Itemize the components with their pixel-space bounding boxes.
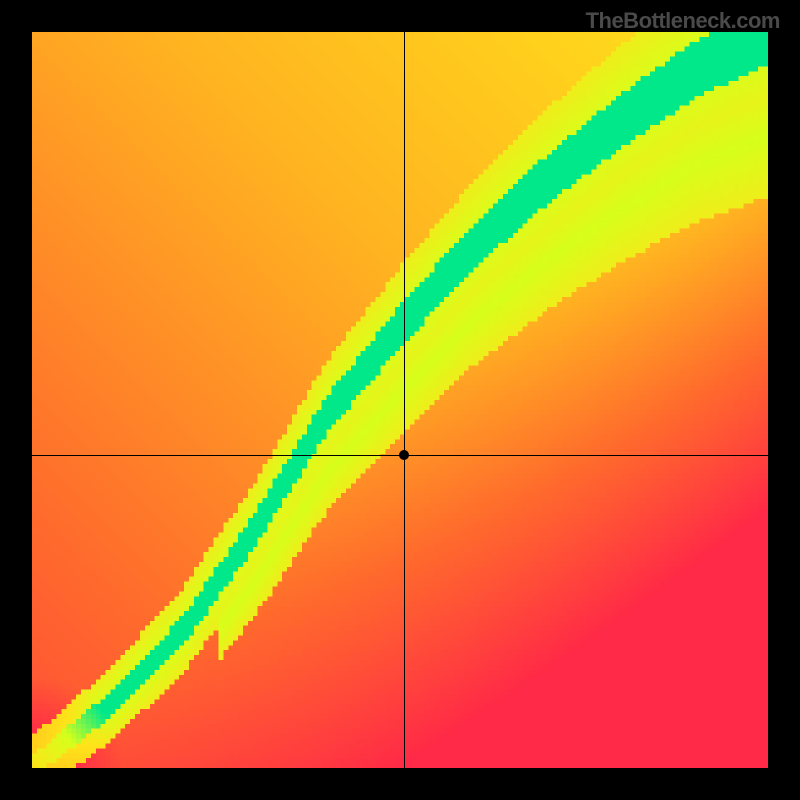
plot-frame: [32, 32, 768, 768]
watermark-text: TheBottleneck.com: [586, 8, 780, 34]
bottleneck-heatmap: [32, 32, 768, 768]
